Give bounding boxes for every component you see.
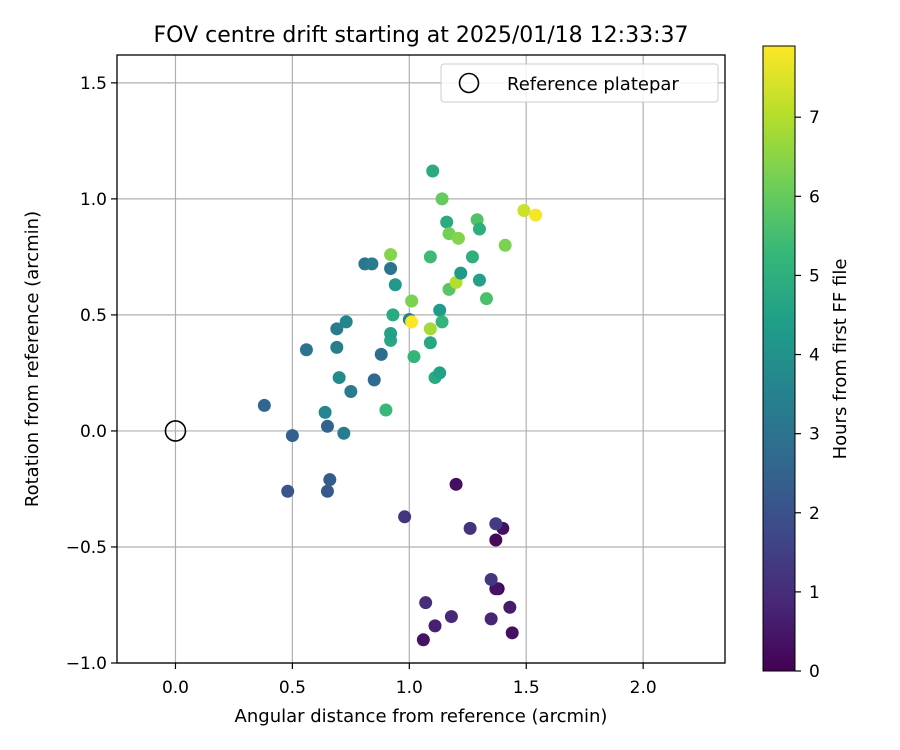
legend-box [440,63,719,103]
scatter-point [444,610,458,624]
scatter-point [472,222,486,236]
scatter-point [285,429,299,443]
chart-title: FOV centre drift starting at 2025/01/18 … [154,23,689,48]
scatter-point [318,405,332,419]
scatter-point [498,238,512,252]
scatter-point [479,292,493,306]
colorbar-tick-label: 1 [809,583,820,603]
legend: Reference platepar [440,63,719,103]
y-tick-label: 1.0 [80,190,107,210]
x-axis-label: Angular distance from reference (arcmin) [235,706,608,727]
scatter-point [330,322,344,336]
scatter-point [435,315,449,329]
colorbar-tick-label: 5 [809,266,820,286]
scatter-point [388,278,402,292]
scatter-point [463,521,477,535]
x-axis-ticks: 0.0 0.5 1.0 1.5 2.0 [162,663,657,698]
x-tick-label: 1.0 [396,678,423,698]
y-tick-label: 1.5 [80,74,107,94]
scatter-point [384,326,398,340]
scatter-point [435,192,449,206]
scatter-point [489,533,503,547]
scatter-point [433,303,447,317]
scatter-point [344,384,358,398]
y-tick-label: 0.5 [80,306,107,326]
scatter-point [419,596,433,610]
scatter-point [367,373,381,387]
scatter-point [472,273,486,287]
scatter-point [433,366,447,380]
scatter-point [440,215,454,229]
scatter-point [330,340,344,354]
scatter-point [323,473,337,487]
scatter-point [386,308,400,322]
scatter-point [405,294,419,308]
colorbar-label: Hours from first FF file [830,259,851,460]
colorbar-tick-label: 2 [809,504,820,524]
scatter-point [320,419,334,433]
scatter-point [428,619,442,633]
scatter-point [517,203,531,217]
scatter-point [426,164,440,178]
scatter-point [451,231,465,245]
scatter-point [281,484,295,498]
y-tick-label: −0.5 [66,538,107,558]
scatter-point [484,612,498,626]
plot-frame [116,54,726,664]
legend-reference-marker [458,72,480,94]
reference-marker-layer [164,420,187,442]
x-tick-label: 1.5 [513,678,540,698]
colorbar-tick-label: 6 [809,187,820,207]
scatter-point [332,371,346,385]
scatter-point [299,343,313,357]
grid-lines [117,55,725,664]
colorbar [762,45,796,672]
legend-entry-label: Reference platepar [507,74,679,95]
scatter-point [465,250,479,264]
scatter-point [529,208,543,222]
scatter-point [416,633,430,647]
colorbar-ticks: 0 1 2 3 4 5 6 7 [795,108,820,682]
scatter-point [365,257,379,271]
colorbar-tick-label: 3 [809,425,820,445]
colorbar-tick-label: 0 [809,662,820,682]
scatter-point [374,347,388,361]
scatter-point [449,477,463,491]
y-axis-label: Rotation from reference (arcmin) [22,211,43,507]
scatter-point [489,517,503,531]
scatter-point [423,336,437,350]
colorbar-tick-label: 7 [809,108,820,128]
scatter-point [423,322,437,336]
scatter-point [320,484,334,498]
scatter-point [398,510,412,524]
colorbar-tick-label: 4 [809,346,820,366]
scatter-point [505,626,519,640]
reference-platepar-marker [164,420,187,442]
scatter-point [384,248,398,262]
y-tick-label: −1.0 [66,654,107,674]
scatter-point [384,261,398,275]
scatter-point [503,600,517,614]
scatter-point [407,350,421,364]
scatter-point [423,250,437,264]
x-tick-label: 0.0 [162,678,189,698]
x-tick-label: 2.0 [630,678,657,698]
scatter-point [405,315,419,329]
y-axis-ticks: −1.0 −0.5 0.0 0.5 1.0 1.5 [66,74,117,674]
scatter-point [257,398,271,412]
x-tick-label: 0.5 [279,678,306,698]
scatter-point [484,572,498,586]
scatter-point [337,426,351,440]
scatter-point [454,266,468,280]
y-tick-label: 0.0 [80,422,107,442]
scatter-point [379,403,393,417]
scatter-point [339,315,353,329]
data-points [257,164,543,647]
